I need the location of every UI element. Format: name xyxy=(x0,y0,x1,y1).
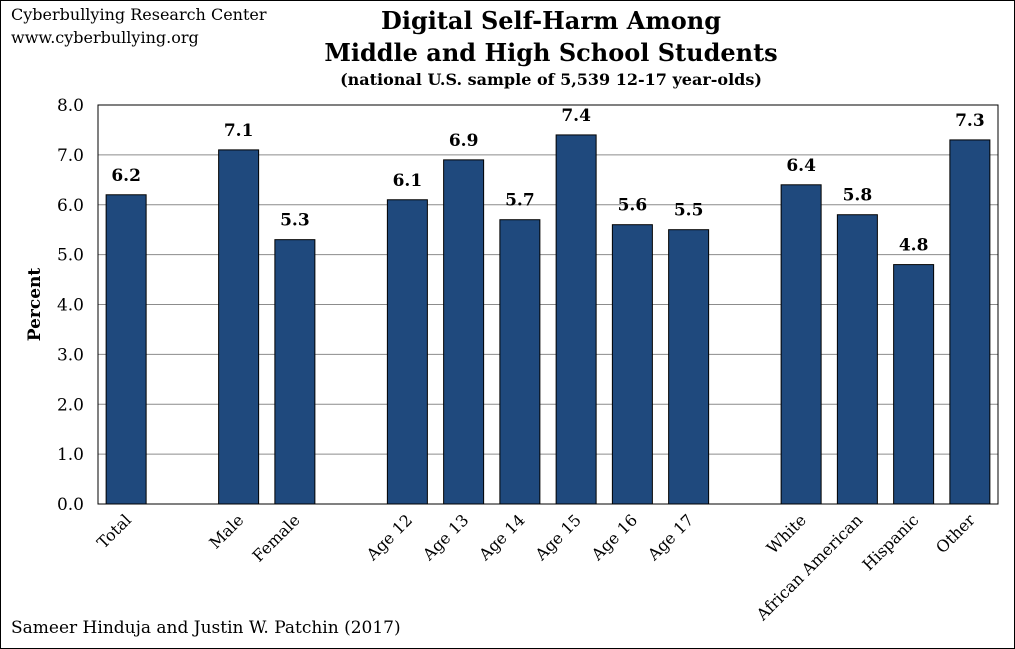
bar-value-label: 5.8 xyxy=(843,186,873,206)
bar xyxy=(611,224,653,505)
chart-title-line-2: Middle and High School Students xyxy=(324,38,778,67)
bar xyxy=(386,199,428,505)
chart-title-line-1: Digital Self-Harm Among xyxy=(381,6,721,35)
y-tick-label: 2.0 xyxy=(57,395,84,415)
y-tick-label: 7.0 xyxy=(57,146,84,166)
y-tick-label: 0.0 xyxy=(57,495,84,515)
y-tick-label: 5.0 xyxy=(57,246,84,266)
bar-value-label: 4.8 xyxy=(899,236,929,256)
x-category-label: Age 13 xyxy=(418,510,472,564)
bar xyxy=(218,149,260,505)
x-category-label: Total xyxy=(93,510,135,552)
bar-value-label: 5.7 xyxy=(505,191,535,211)
x-category-label: Male xyxy=(205,510,247,552)
bar-value-label: 5.5 xyxy=(674,201,704,221)
bar-value-label: 5.3 xyxy=(280,211,310,231)
x-category-label: Age 16 xyxy=(587,510,641,564)
bar-value-label: 6.4 xyxy=(786,156,816,176)
chart-title-block: Digital Self-Harm Among Middle and High … xyxy=(301,5,801,91)
author-credit: Sameer Hinduja and Justin W. Patchin (20… xyxy=(11,618,401,638)
x-category-label: Hispanic xyxy=(858,510,922,574)
x-category-label: Age 14 xyxy=(474,510,528,564)
x-category-label: White xyxy=(763,510,810,557)
x-category-label: Age 17 xyxy=(643,510,697,564)
bar-value-label: 6.2 xyxy=(111,166,141,186)
chart-subtitle: (national U.S. sample of 5,539 12-17 yea… xyxy=(340,70,762,89)
source-url: www.cyberbullying.org xyxy=(11,28,199,47)
plot-area-border xyxy=(97,104,999,505)
x-category-label: Other xyxy=(932,510,979,557)
bar xyxy=(555,134,597,505)
bar xyxy=(499,219,541,505)
bar-value-label: 7.1 xyxy=(224,121,254,141)
x-category-label: Age 15 xyxy=(531,510,585,564)
x-category-label: African American xyxy=(752,510,866,624)
bar xyxy=(274,239,316,505)
source-org: Cyberbullying Research Center xyxy=(11,5,267,24)
y-tick-label: 8.0 xyxy=(57,96,84,116)
y-tick-label: 4.0 xyxy=(57,296,84,316)
bar xyxy=(668,229,710,505)
bar xyxy=(836,214,878,505)
y-tick-label: 1.0 xyxy=(57,445,84,465)
bar-value-label: 6.9 xyxy=(449,131,479,151)
y-tick-label: 6.0 xyxy=(57,196,84,216)
x-category-label: Female xyxy=(249,510,304,565)
x-category-label: Age 12 xyxy=(362,510,416,564)
bar xyxy=(780,184,822,505)
bar xyxy=(443,159,485,505)
bar-value-label: 7.4 xyxy=(561,106,591,126)
bar xyxy=(893,264,935,505)
bar-value-label: 5.6 xyxy=(618,196,648,216)
bar xyxy=(949,139,991,505)
bar-value-label: 7.3 xyxy=(955,111,985,131)
y-tick-label: 3.0 xyxy=(57,345,84,365)
bar-value-label: 6.1 xyxy=(393,171,423,191)
bar xyxy=(105,194,147,505)
y-axis-label: Percent xyxy=(25,268,45,342)
